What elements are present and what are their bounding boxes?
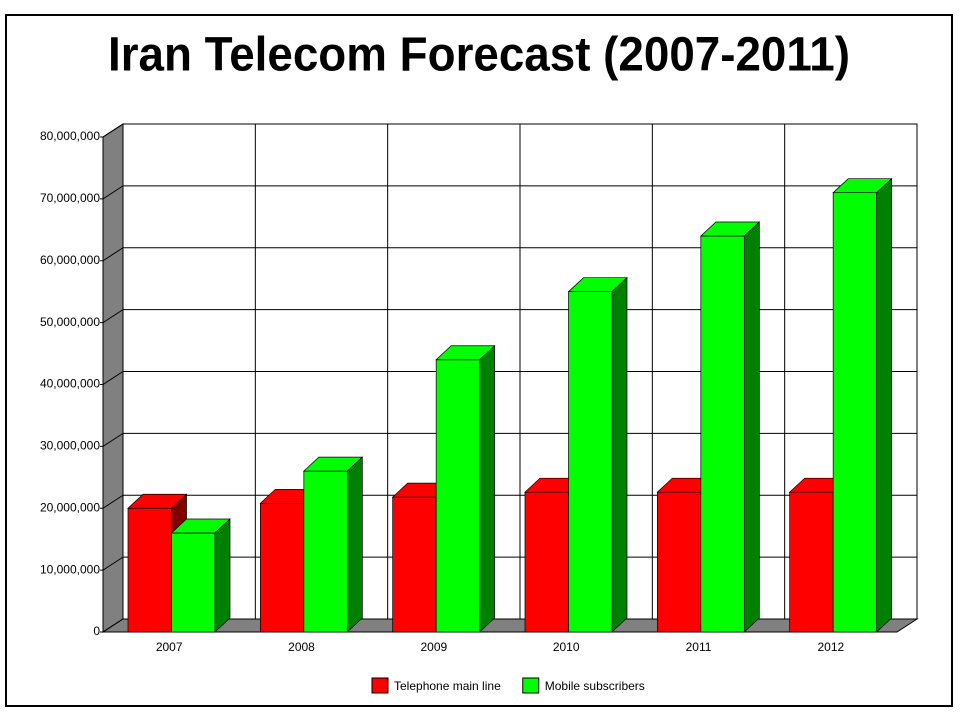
bar	[699, 221, 761, 633]
y-tick-label: 70,000,000	[40, 191, 100, 205]
wall-grid-line	[102, 309, 124, 324]
wall-grid-line	[102, 618, 124, 633]
x-tick-label: 2011	[686, 640, 712, 654]
bar-front	[832, 192, 878, 633]
bar-front	[568, 291, 613, 633]
y-tick-label: 60,000,000	[40, 253, 100, 267]
bar	[302, 456, 364, 633]
bar	[435, 344, 496, 633]
y-tick-label: 50,000,000	[40, 315, 100, 329]
bar-side	[479, 344, 496, 633]
wall-grid-line	[102, 494, 124, 509]
x-tick-label: 2007	[156, 640, 183, 654]
bar-front	[435, 359, 481, 633]
x-tick-label: 2012	[817, 640, 844, 654]
bar-front	[524, 491, 569, 633]
y-tick-label: 30,000,000	[40, 439, 100, 453]
bar-front	[656, 491, 702, 633]
x-tick-label: 2009	[420, 640, 447, 654]
bar-front	[303, 470, 348, 633]
y-tick-label: 20,000,000	[40, 500, 100, 514]
bar-side	[214, 518, 231, 633]
wall-grid-line	[102, 371, 124, 385]
bar-side	[876, 177, 893, 633]
wall-grid-line	[102, 247, 124, 262]
chart-title: Iran Telecom Forecast (2007-2011)	[108, 29, 850, 82]
bar-side	[611, 276, 628, 633]
wall-grid-line	[102, 432, 124, 447]
legend-swatch	[522, 677, 540, 694]
bar	[170, 518, 231, 633]
bar	[832, 177, 893, 633]
bar-front	[127, 507, 172, 633]
y-tick-label: 0	[93, 624, 100, 638]
bar	[567, 276, 628, 633]
legend-swatch	[371, 677, 389, 694]
y-tick-label: 80,000,000	[40, 129, 100, 143]
bar-front	[700, 235, 745, 633]
y-tick-label: 10,000,000	[40, 562, 100, 576]
bar-front	[392, 496, 437, 633]
y-tick-label: 40,000,000	[40, 377, 100, 391]
bar-front	[789, 491, 834, 633]
legend-label: Telephone main line	[394, 679, 501, 693]
wall-grid-line	[102, 185, 124, 200]
bar-side	[743, 221, 760, 633]
wall-grid-line	[102, 556, 124, 571]
x-tick-label: 2010	[553, 640, 580, 654]
bar-front	[259, 502, 305, 633]
legend-label: Mobile subscribers	[545, 679, 645, 693]
x-tick-label: 2008	[288, 640, 315, 654]
bar-front	[171, 532, 216, 633]
wall-grid-line	[102, 123, 124, 138]
bar-side	[346, 456, 363, 633]
